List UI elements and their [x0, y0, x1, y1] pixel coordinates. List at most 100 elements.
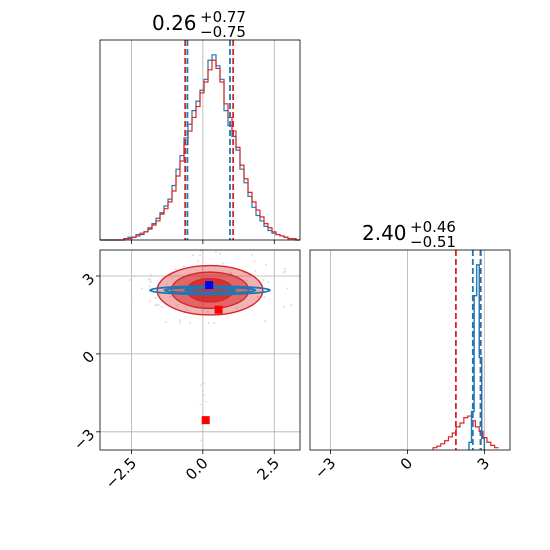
bottom-left-scatter-point [199, 254, 201, 257]
bottom-left-y-tick-label: 0 [79, 348, 98, 367]
top-left-title-plus: +0.77 [200, 8, 246, 26]
bottom-left-scatter-point [174, 268, 177, 271]
bottom-left-scatter-point [199, 403, 202, 406]
bottom-left-scatter-point [290, 304, 293, 307]
bottom-left-contour-series-b [186, 277, 234, 303]
top-left-histogram-series-a [100, 54, 300, 241]
panel-bottom-left: −2.5 0.0 2.5 −3 0 3 [70, 249, 301, 493]
bottom-right-frame [309, 249, 511, 451]
bottom-right-histogram-series-a [468, 264, 486, 450]
bottom-left-scatter-point [264, 320, 267, 323]
bottom-left-scatter-point [245, 279, 248, 282]
bottom-left-x-tick-label: −2.5 [102, 454, 140, 492]
bottom-left-scatter-point [164, 321, 167, 324]
bottom-left-scatter-point [148, 285, 151, 288]
bottom-right-x-ticks: −3 0 3 [311, 450, 493, 482]
bottom-right-x-tick-label: 0 [397, 454, 416, 473]
bottom-right-x-tick-label: 3 [474, 454, 493, 473]
bottom-left-scatter-point [265, 263, 267, 266]
bottom-left-markers [201, 281, 223, 425]
bottom-left-y-ticks: −3 0 3 [70, 270, 100, 454]
bottom-left-scatter-point [222, 262, 224, 265]
bottom-left-scatter-point [262, 278, 265, 281]
bottom-left-scatter-point [141, 287, 143, 290]
bottom-right-quantile-lines [454, 250, 482, 450]
top-left-histogram-series-b [100, 59, 300, 241]
bottom-left-scatter-point [160, 305, 163, 308]
bottom-left-scatter-point [165, 283, 168, 285]
bottom-left-scatter-point [282, 305, 285, 308]
bottom-left-scatter-point [203, 394, 205, 396]
bottom-right-title-value: 2.40 [362, 221, 407, 245]
bottom-left-scatter-point [282, 271, 285, 274]
bottom-left-scatter-point [205, 400, 207, 403]
panel-top-left: 0.26 +0.77 −0.75 [99, 8, 301, 244]
bottom-left-scatter-point [157, 304, 160, 306]
bottom-left-marker [205, 281, 214, 290]
bottom-right-title-plus: +0.46 [410, 218, 456, 236]
bottom-left-y-tick-label: 3 [79, 270, 98, 289]
bottom-left-scatter-point [263, 296, 266, 299]
bottom-left-scatter-point [148, 278, 151, 280]
bottom-left-scatter-point [197, 260, 199, 263]
bottom-left-scatter-point [149, 300, 151, 303]
bottom-right-histograms [432, 264, 499, 450]
bottom-left-scatter-point [129, 279, 132, 281]
bottom-right-histogram-series-b [432, 415, 499, 450]
bottom-left-frame [99, 249, 301, 451]
bottom-left-scatter-point [257, 295, 260, 298]
bottom-right-x-tick-label: −3 [311, 454, 339, 482]
bottom-left-y-tick-label: −3 [70, 425, 98, 453]
bottom-left-scatter-point [207, 310, 209, 313]
bottom-left-scatter-point [253, 260, 256, 262]
bottom-left-scatter-point [133, 275, 136, 278]
bottom-left-scatter-point [169, 295, 172, 298]
bottom-left-scatter-point [192, 254, 195, 257]
bottom-left-scatter-point [219, 252, 222, 255]
bottom-right-grid [330, 250, 485, 450]
bottom-left-scatter-point [203, 382, 206, 385]
top-left-quantile-lines [184, 40, 235, 240]
bottom-left-scatter-point [176, 303, 179, 306]
bottom-left-scatter-point [186, 308, 188, 311]
top-left-title-value: 0.26 [152, 11, 197, 35]
bottom-left-grid [100, 250, 300, 450]
bottom-left-scatter-point [150, 274, 152, 277]
bottom-left-scatter-point [228, 271, 231, 274]
bottom-right-title-minus: −0.51 [410, 233, 456, 251]
bottom-left-scatter-point [199, 250, 202, 252]
bottom-left-scatter-point [284, 270, 287, 273]
bottom-left-x-ticks: −2.5 0.0 2.5 [102, 450, 283, 493]
bottom-left-scatter-point [179, 321, 181, 324]
bottom-left-scatter-point [149, 280, 152, 283]
bottom-left-scatter-point [215, 251, 217, 254]
bottom-left-scatter-point [189, 322, 192, 324]
bottom-left-scatter-point [251, 254, 254, 256]
bottom-left-scatter-point [130, 297, 133, 300]
bottom-left-scatter-point [207, 322, 210, 324]
bottom-left-contours [149, 264, 271, 316]
top-left-frame [99, 39, 301, 241]
bottom-left-scatter-point [202, 381, 204, 383]
top-left-grid [131, 40, 275, 244]
bottom-left-scatter-point [171, 277, 173, 280]
bottom-left-x-tick-label: 2.5 [254, 454, 284, 484]
bottom-left-scatter-point [199, 439, 202, 441]
panel-bottom-right: −3 0 3 2.40 +0.46 −0.51 [309, 218, 511, 482]
top-left-title: 0.26 +0.77 −0.75 [152, 8, 246, 41]
bottom-left-scatter-point [213, 322, 215, 325]
bottom-left-scatter-point [254, 269, 257, 272]
top-left-title-minus: −0.75 [200, 23, 246, 41]
bottom-left-scatter-point [183, 265, 185, 268]
bottom-left-scatter-point [267, 281, 270, 283]
bottom-left-scatter-point [154, 296, 157, 299]
top-left-histograms [100, 54, 300, 241]
bottom-left-marker [214, 305, 223, 314]
bottom-right-title: 2.40 +0.46 −0.51 [362, 218, 456, 251]
bottom-left-x-tick-label: 0.0 [182, 454, 212, 484]
bottom-left-scatter-point [178, 319, 181, 321]
bottom-left-scatter-point [235, 307, 238, 310]
bottom-left-scatter-point [199, 384, 202, 387]
bottom-left-scatter-point [286, 287, 289, 290]
